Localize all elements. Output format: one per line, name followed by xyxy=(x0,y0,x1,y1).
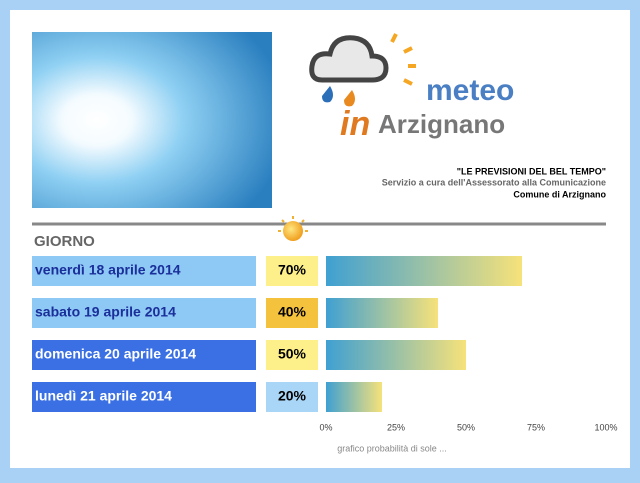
x-tick-label: 50% xyxy=(457,422,475,432)
value-label: 70% xyxy=(278,262,307,278)
column-heading: GIORNO xyxy=(34,233,95,250)
day-box xyxy=(32,340,256,370)
day-label: sabato 19 aprile 2014 xyxy=(35,304,176,320)
logo-meteo: meteo xyxy=(426,74,514,107)
tagline: "LE PREVISIONI DEL BEL TEMPO" xyxy=(457,166,606,176)
day-label: venerdì 18 aprile 2014 xyxy=(35,262,181,278)
bar xyxy=(326,298,438,328)
day-label: domenica 20 aprile 2014 xyxy=(35,346,196,362)
x-tick-label: 100% xyxy=(594,422,617,432)
sky-image xyxy=(32,32,272,208)
municipality: Comune di Arzignano xyxy=(513,189,606,199)
logo-place: Arzignano xyxy=(378,109,505,139)
percent-box xyxy=(266,382,318,412)
service: Servizio a cura dell'Assessorato alla Co… xyxy=(382,177,606,187)
percent-box xyxy=(266,256,318,286)
x-tick-label: 75% xyxy=(527,422,545,432)
value-label: 20% xyxy=(278,388,307,404)
percent-box xyxy=(266,340,318,370)
day-label: lunedì 21 aprile 2014 xyxy=(35,388,172,404)
logo-in: in xyxy=(340,105,370,143)
value-label: 50% xyxy=(278,346,307,362)
x-axis-label: grafico probabilità di sole ... xyxy=(337,443,447,453)
sun-icon xyxy=(278,216,308,241)
x-tick-label: 0% xyxy=(319,422,332,432)
bar xyxy=(326,340,466,370)
logo: meteo in Arzignano xyxy=(309,33,514,143)
sun-rays xyxy=(390,33,416,86)
drop-icon xyxy=(322,86,333,103)
percent-box xyxy=(266,298,318,328)
cloud-icon xyxy=(309,35,389,83)
day-box xyxy=(32,298,256,328)
day-box xyxy=(32,382,256,412)
bar xyxy=(326,256,522,286)
drop-icon xyxy=(344,90,355,107)
value-label: 40% xyxy=(278,304,307,320)
x-tick-label: 25% xyxy=(387,422,405,432)
day-box xyxy=(32,256,256,286)
bar xyxy=(326,382,382,412)
